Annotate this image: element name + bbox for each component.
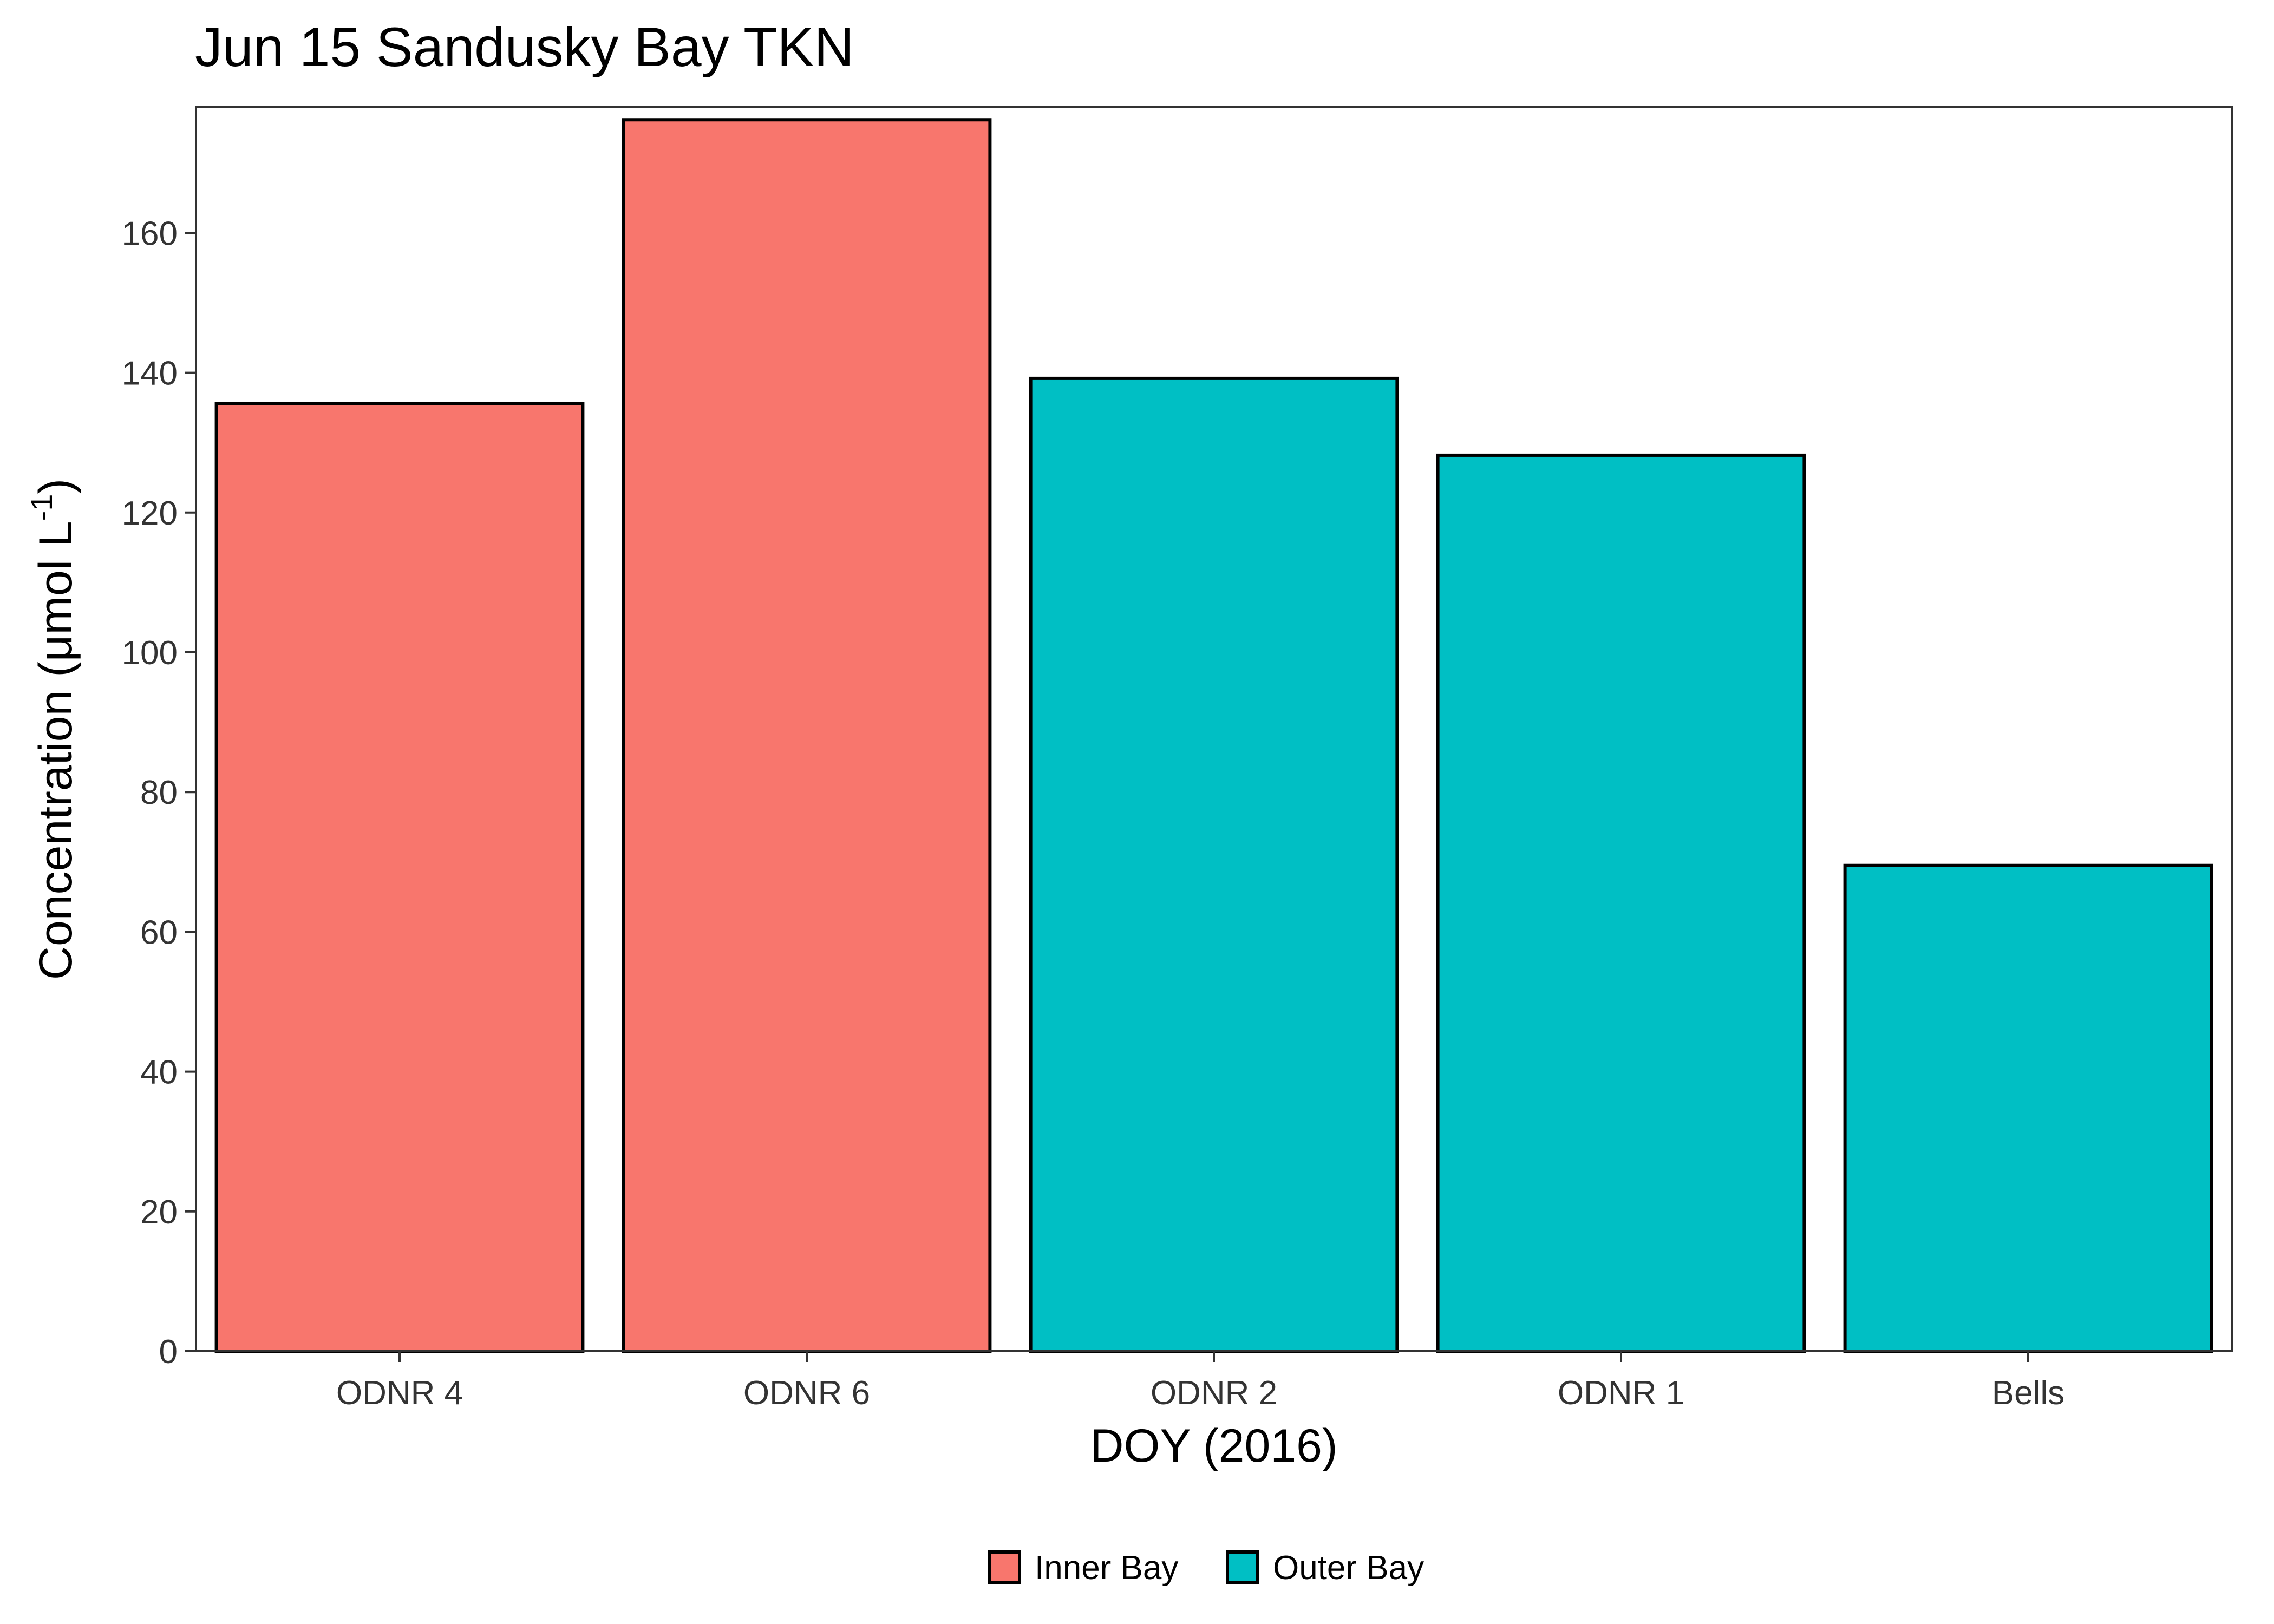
- legend-label: Outer Bay: [1273, 1549, 1424, 1587]
- x-tick-label: ODNR 1: [1558, 1374, 1684, 1412]
- y-axis: 0 20 40 60 80 100 120 140 160: [122, 215, 196, 1371]
- y-axis-title-main: Concentration (μmol L: [30, 521, 82, 980]
- y-tick-label: 120: [122, 495, 178, 532]
- x-axis-title: DOY (2016): [1090, 1420, 1337, 1472]
- bar-odnr-4: [214, 402, 585, 1353]
- y-tick-label: 140: [122, 355, 178, 392]
- legend-label: Inner Bay: [1035, 1549, 1178, 1587]
- y-tick-label: 40: [140, 1054, 178, 1091]
- bar-odnr-6: [622, 118, 992, 1353]
- y-axis-title-suffix: ): [30, 479, 82, 494]
- x-tick-label: ODNR 6: [743, 1374, 870, 1412]
- legend-key-outer-bay: [1226, 1550, 1259, 1584]
- y-tick-label: 160: [122, 215, 178, 252]
- bar-odnr-1: [1436, 453, 1806, 1353]
- legend-key-inner-bay: [988, 1550, 1021, 1584]
- y-tick-label: 0: [159, 1333, 178, 1371]
- y-axis-title: Concentration (μmol L-1): [24, 479, 82, 980]
- y-axis-title-superscript: -1: [24, 494, 58, 521]
- chart-title: Jun 15 Sandusky Bay TKN: [195, 16, 854, 78]
- x-axis: ODNR 4 ODNR 6 ODNR 2 ODNR 1 Bells: [336, 1351, 2064, 1412]
- bar-bells: [1843, 863, 2213, 1353]
- y-tick-label: 60: [140, 914, 178, 951]
- y-tick-label: 100: [122, 634, 178, 672]
- y-tick-label: 80: [140, 774, 178, 811]
- legend: Inner Bay Outer Bay: [988, 1549, 1424, 1587]
- bars: [214, 118, 2213, 1353]
- bar-odnr-2: [1029, 376, 1399, 1353]
- x-tick-label: ODNR 2: [1151, 1374, 1277, 1412]
- y-tick-label: 20: [140, 1194, 178, 1231]
- x-tick-label: Bells: [1992, 1374, 2064, 1412]
- x-tick-label: ODNR 4: [336, 1374, 463, 1412]
